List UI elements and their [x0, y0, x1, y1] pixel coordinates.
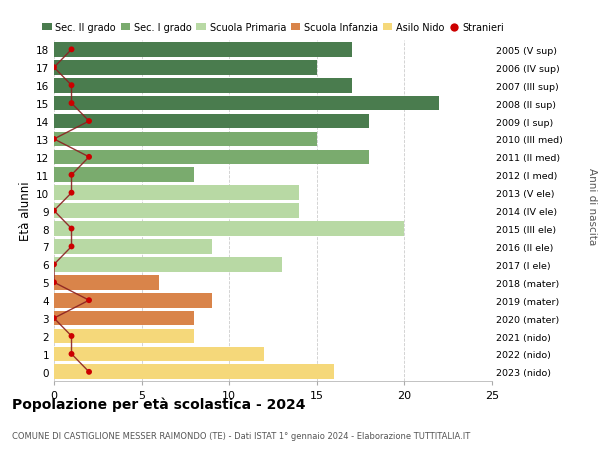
Point	[67, 172, 76, 179]
Point	[49, 207, 59, 215]
Bar	[54, 257, 282, 272]
Point	[84, 369, 94, 376]
Bar	[54, 222, 404, 236]
Point	[67, 333, 76, 340]
Bar	[54, 204, 299, 218]
Point	[67, 82, 76, 90]
Point	[49, 136, 59, 143]
Point	[84, 154, 94, 161]
Y-axis label: Età alunni: Età alunni	[19, 181, 32, 241]
Point	[84, 297, 94, 304]
Bar	[54, 240, 212, 254]
Point	[67, 243, 76, 251]
Bar	[54, 78, 352, 93]
Point	[67, 100, 76, 107]
Bar	[54, 329, 194, 344]
Bar	[54, 347, 264, 362]
Bar	[54, 168, 194, 183]
Point	[84, 118, 94, 125]
Point	[67, 225, 76, 233]
Bar	[54, 311, 194, 326]
Point	[49, 279, 59, 286]
Bar	[54, 96, 439, 111]
Bar	[54, 43, 352, 57]
Bar	[54, 365, 334, 379]
Bar	[54, 61, 317, 75]
Point	[49, 261, 59, 269]
Point	[49, 64, 59, 72]
Bar	[54, 186, 299, 201]
Point	[67, 351, 76, 358]
Legend: Sec. II grado, Sec. I grado, Scuola Primaria, Scuola Infanzia, Asilo Nido, Stran: Sec. II grado, Sec. I grado, Scuola Prim…	[42, 23, 504, 33]
Bar	[54, 275, 159, 290]
Point	[67, 46, 76, 54]
Bar	[54, 293, 212, 308]
Text: Popolazione per età scolastica - 2024: Popolazione per età scolastica - 2024	[12, 397, 305, 412]
Text: Anni di nascita: Anni di nascita	[587, 168, 597, 245]
Bar	[54, 150, 370, 165]
Text: COMUNE DI CASTIGLIONE MESSER RAIMONDO (TE) - Dati ISTAT 1° gennaio 2024 - Elabor: COMUNE DI CASTIGLIONE MESSER RAIMONDO (T…	[12, 431, 470, 441]
Bar	[54, 114, 370, 129]
Point	[49, 315, 59, 322]
Bar	[54, 132, 317, 147]
Point	[67, 190, 76, 197]
